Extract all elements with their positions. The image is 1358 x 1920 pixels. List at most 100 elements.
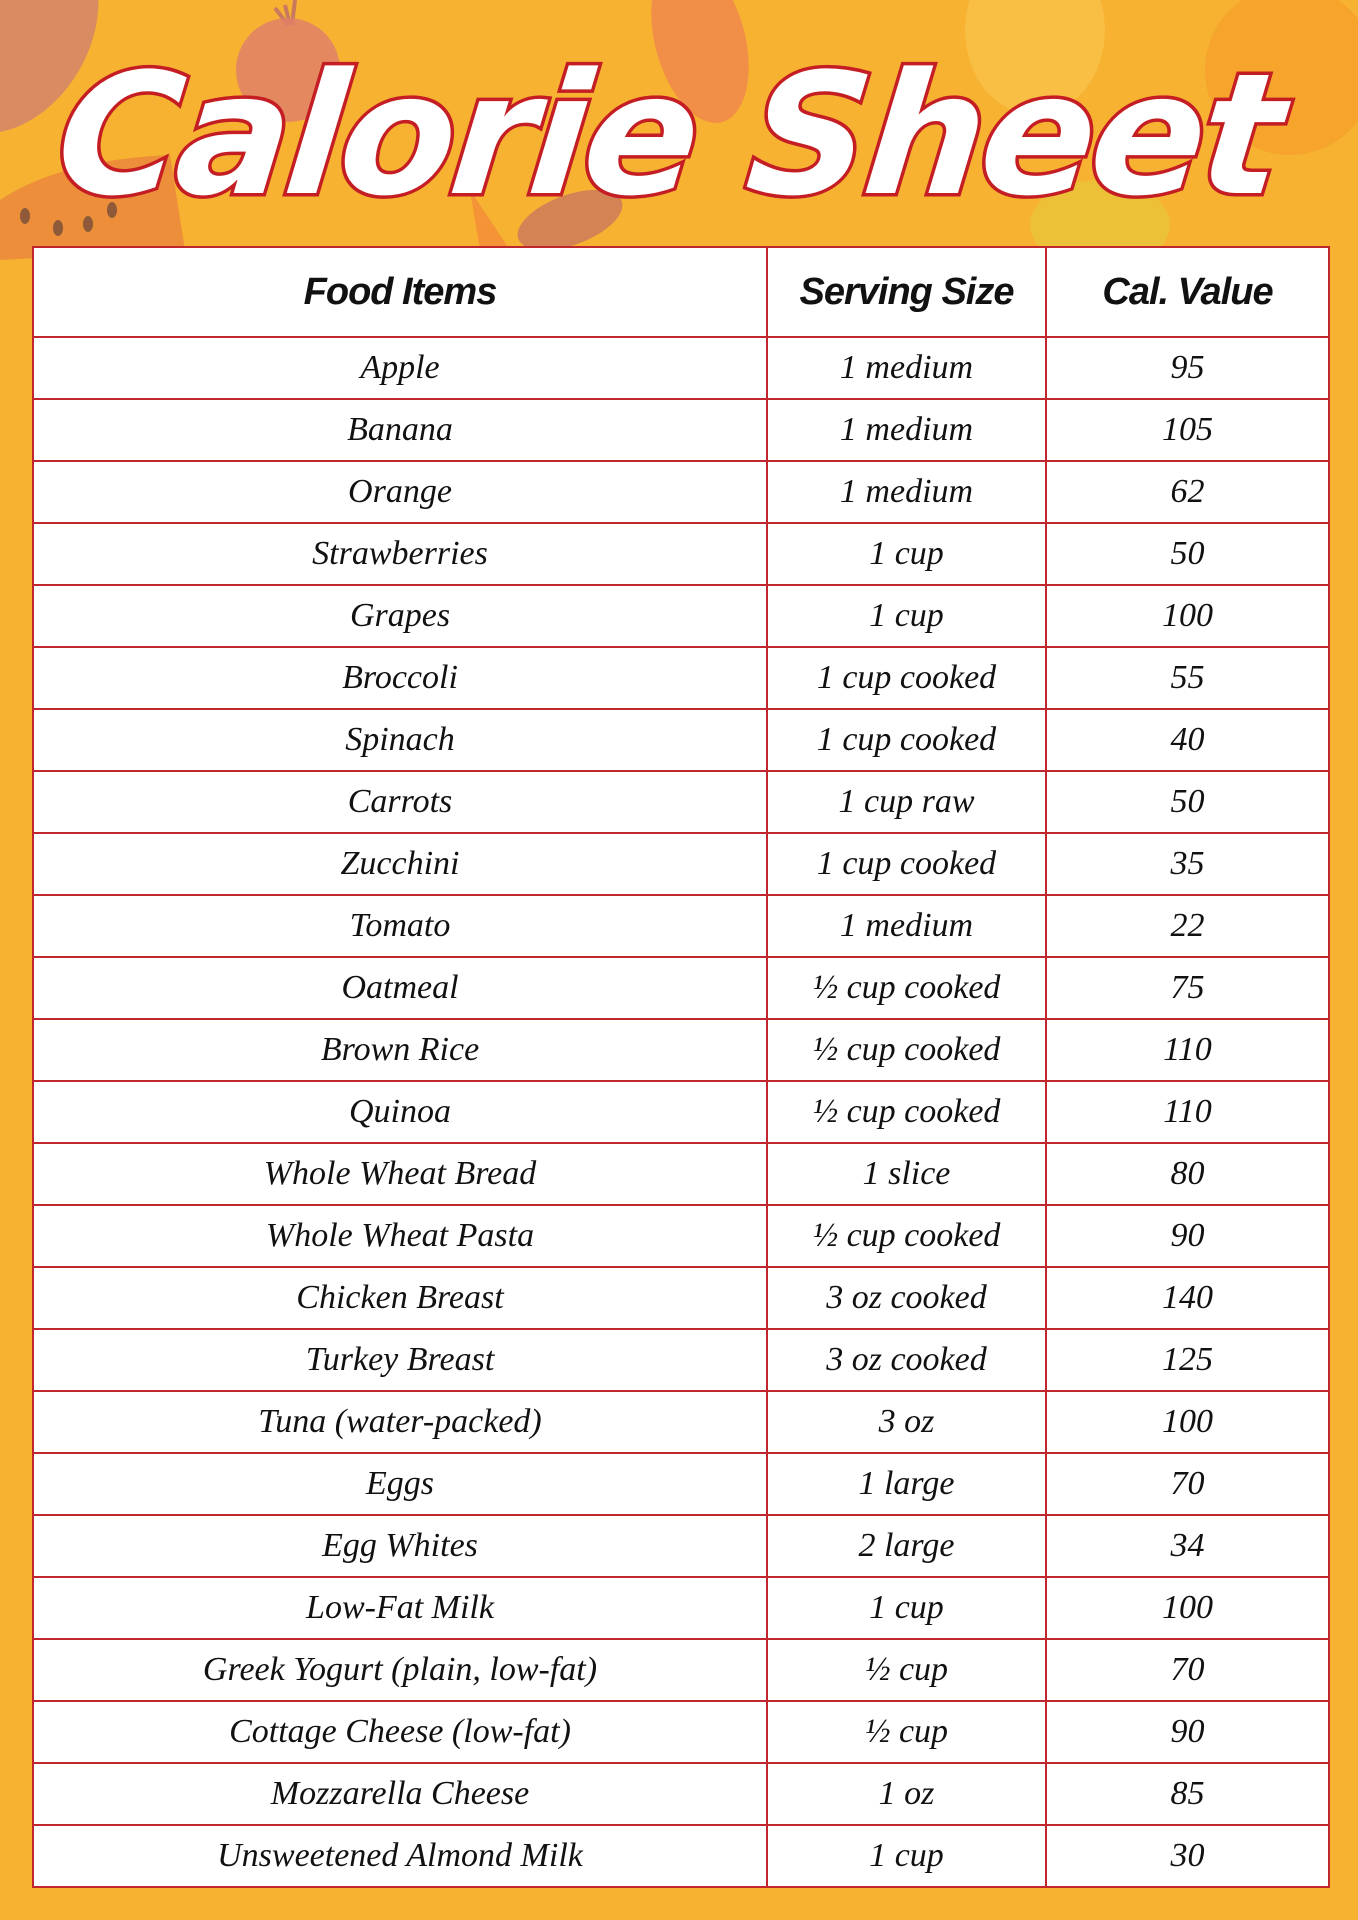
calories-cell: 125 xyxy=(1045,1328,1330,1392)
serving-cell: 2 large xyxy=(766,1514,1047,1578)
food-cell: Whole Wheat Bread xyxy=(32,1142,768,1206)
calories-cell: 22 xyxy=(1045,894,1330,958)
food-cell: Quinoa xyxy=(32,1080,768,1144)
calories-cell: 85 xyxy=(1045,1762,1330,1826)
food-cell: Zucchini xyxy=(32,832,768,896)
serving-cell: 1 cup raw xyxy=(766,770,1047,834)
food-cell: Unsweetened Almond Milk xyxy=(32,1824,768,1888)
serving-cell: 1 medium xyxy=(766,460,1047,524)
food-cell: Strawberries xyxy=(32,522,768,586)
calories-cell: 75 xyxy=(1045,956,1330,1020)
table-row: Carrots 1 cup raw 50 xyxy=(32,770,1330,834)
calories-cell: 110 xyxy=(1045,1018,1330,1082)
table-row: Apple 1 medium 95 xyxy=(32,336,1330,400)
serving-cell: 1 cup xyxy=(766,1576,1047,1640)
food-cell: Low-Fat Milk xyxy=(32,1576,768,1640)
serving-cell: 1 cup cooked xyxy=(766,646,1047,710)
food-cell: Tuna (water-packed) xyxy=(32,1390,768,1454)
food-cell: Turkey Breast xyxy=(32,1328,768,1392)
calories-cell: 100 xyxy=(1045,584,1330,648)
calories-cell: 70 xyxy=(1045,1452,1330,1516)
food-cell: Eggs xyxy=(32,1452,768,1516)
serving-cell: 1 medium xyxy=(766,336,1047,400)
serving-cell: 1 large xyxy=(766,1452,1047,1516)
food-cell: Oatmeal xyxy=(32,956,768,1020)
food-cell: Carrots xyxy=(32,770,768,834)
calories-cell: 110 xyxy=(1045,1080,1330,1144)
serving-cell: 1 medium xyxy=(766,398,1047,462)
food-cell: Whole Wheat Pasta xyxy=(32,1204,768,1268)
table-row: Chicken Breast 3 oz cooked 140 xyxy=(32,1266,1330,1330)
food-cell: Banana xyxy=(32,398,768,462)
calorie-table: Food Items Serving Size Cal. Value Apple… xyxy=(32,246,1330,1888)
table-row: Unsweetened Almond Milk 1 cup 30 xyxy=(32,1824,1330,1888)
table-row: Zucchini 1 cup cooked 35 xyxy=(32,832,1330,896)
food-cell: Cottage Cheese (low-fat) xyxy=(32,1700,768,1764)
serving-cell: 3 oz cooked xyxy=(766,1328,1047,1392)
table-row: Spinach 1 cup cooked 40 xyxy=(32,708,1330,772)
calories-cell: 35 xyxy=(1045,832,1330,896)
header-food-items: Food Items xyxy=(32,246,768,338)
food-cell: Apple xyxy=(32,336,768,400)
table-row: Cottage Cheese (low-fat) ½ cup 90 xyxy=(32,1700,1330,1764)
page-title: Calorie Sheet xyxy=(46,34,1293,237)
serving-cell: ½ cup xyxy=(766,1700,1047,1764)
food-cell: Brown Rice xyxy=(32,1018,768,1082)
table-row: Mozzarella Cheese 1 oz 85 xyxy=(32,1762,1330,1826)
table-row: Broccoli 1 cup cooked 55 xyxy=(32,646,1330,710)
table-row: Grapes 1 cup 100 xyxy=(32,584,1330,648)
serving-cell: ½ cup xyxy=(766,1638,1047,1702)
serving-cell: 1 oz xyxy=(766,1762,1047,1826)
serving-cell: ½ cup cooked xyxy=(766,1080,1047,1144)
serving-cell: 1 cup xyxy=(766,522,1047,586)
calories-cell: 40 xyxy=(1045,708,1330,772)
table-row: Eggs 1 large 70 xyxy=(32,1452,1330,1516)
serving-cell: ½ cup cooked xyxy=(766,1018,1047,1082)
food-cell: Chicken Breast xyxy=(32,1266,768,1330)
serving-cell: 1 cup cooked xyxy=(766,708,1047,772)
calories-cell: 50 xyxy=(1045,770,1330,834)
serving-cell: 1 slice xyxy=(766,1142,1047,1206)
food-cell: Mozzarella Cheese xyxy=(32,1762,768,1826)
table-row: Turkey Breast 3 oz cooked 125 xyxy=(32,1328,1330,1392)
table-row: Quinoa ½ cup cooked 110 xyxy=(32,1080,1330,1144)
table-row: Oatmeal ½ cup cooked 75 xyxy=(32,956,1330,1020)
calories-cell: 34 xyxy=(1045,1514,1330,1578)
title-banner: Calorie Sheet xyxy=(0,30,1358,240)
calories-cell: 80 xyxy=(1045,1142,1330,1206)
food-cell: Grapes xyxy=(32,584,768,648)
table-row: Greek Yogurt (plain, low-fat) ½ cup 70 xyxy=(32,1638,1330,1702)
calories-cell: 50 xyxy=(1045,522,1330,586)
table-row: Egg Whites 2 large 34 xyxy=(32,1514,1330,1578)
food-cell: Orange xyxy=(32,460,768,524)
serving-cell: 1 medium xyxy=(766,894,1047,958)
food-cell: Tomato xyxy=(32,894,768,958)
table-row: Low-Fat Milk 1 cup 100 xyxy=(32,1576,1330,1640)
calories-cell: 100 xyxy=(1045,1576,1330,1640)
header-cal-value: Cal. Value xyxy=(1045,246,1330,338)
table-row: Whole Wheat Bread 1 slice 80 xyxy=(32,1142,1330,1206)
food-cell: Broccoli xyxy=(32,646,768,710)
food-cell: Spinach xyxy=(32,708,768,772)
calories-cell: 90 xyxy=(1045,1204,1330,1268)
calories-cell: 105 xyxy=(1045,398,1330,462)
table-row: Tomato 1 medium 22 xyxy=(32,894,1330,958)
table-row: Brown Rice ½ cup cooked 110 xyxy=(32,1018,1330,1082)
header-serving-size: Serving Size xyxy=(766,246,1047,338)
serving-cell: 3 oz cooked xyxy=(766,1266,1047,1330)
table-row: Banana 1 medium 105 xyxy=(32,398,1330,462)
serving-cell: 1 cup cooked xyxy=(766,832,1047,896)
calories-cell: 140 xyxy=(1045,1266,1330,1330)
calories-cell: 100 xyxy=(1045,1390,1330,1454)
table-row: Tuna (water-packed) 3 oz 100 xyxy=(32,1390,1330,1454)
serving-cell: ½ cup cooked xyxy=(766,956,1047,1020)
table-row: Whole Wheat Pasta ½ cup cooked 90 xyxy=(32,1204,1330,1268)
table-row: Strawberries 1 cup 50 xyxy=(32,522,1330,586)
calories-cell: 30 xyxy=(1045,1824,1330,1888)
calories-cell: 95 xyxy=(1045,336,1330,400)
calories-cell: 62 xyxy=(1045,460,1330,524)
serving-cell: ½ cup cooked xyxy=(766,1204,1047,1268)
calories-cell: 70 xyxy=(1045,1638,1330,1702)
calories-cell: 55 xyxy=(1045,646,1330,710)
food-cell: Egg Whites xyxy=(32,1514,768,1578)
